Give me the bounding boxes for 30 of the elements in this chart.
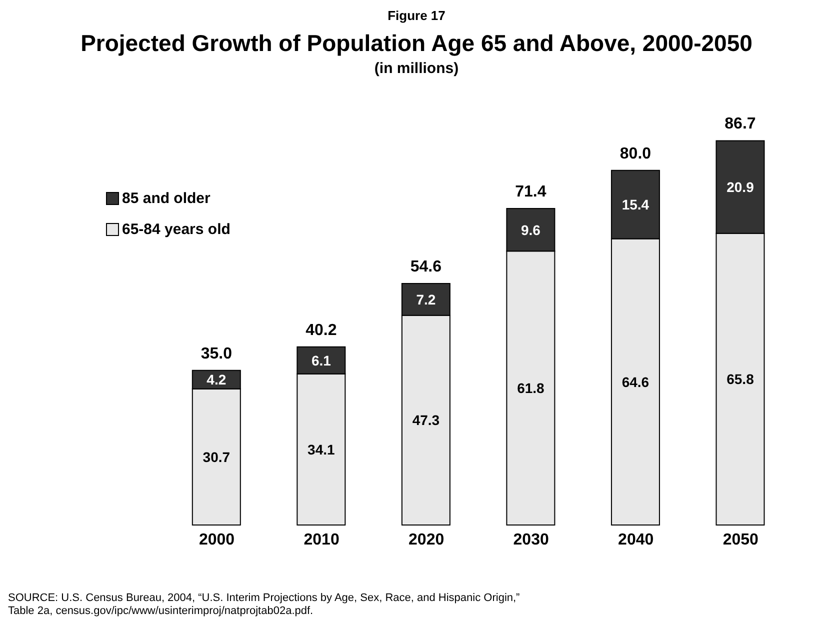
x-tick-label: 2000 (198, 531, 235, 548)
data-label: 30.7 (202, 448, 230, 465)
x-tick-label: 2020 (408, 531, 444, 548)
data-label: 15.4 (622, 196, 650, 213)
total-label: 71.4 (515, 184, 546, 201)
chart-subtitle: Figure 17 (386, 8, 446, 23)
data-label: 4.2 (206, 372, 226, 388)
data-label: 34.1 (308, 441, 336, 458)
source-note: SOURCE: U.S. Census Bureau, 2004, “U.S. Interim Projections by Age, Sex, Race, and Hispanic Origin,” Table 2a, census.gov/ipc/www/usinterimproj/natprojtab02a.pdf. (8, 592, 521, 618)
x-tick-label: 2040 (618, 531, 654, 548)
chart-title: Projected Growth of Population Age 65 and Above, 2000-2050 (80, 30, 754, 57)
total-label: 80.0 (620, 145, 652, 162)
data-label: 47.3 (412, 412, 440, 428)
total-label: 54.6 (410, 258, 442, 276)
data-label: 61.8 (517, 380, 545, 396)
data-label: 9.6 (520, 222, 541, 238)
data-label: 65.8 (726, 371, 754, 388)
x-tick-label: 2010 (304, 531, 340, 548)
data-label: 64.6 (622, 374, 650, 390)
x-tick-label: 2050 (722, 531, 759, 548)
y-axis-title: (in millions) (373, 60, 460, 77)
total-label: 40.2 (306, 322, 337, 339)
total-label: 86.7 (724, 116, 756, 133)
data-label: 20.9 (726, 179, 754, 196)
legend-label: 65-84 years old (122, 221, 230, 238)
data-label: 7.2 (416, 291, 436, 308)
x-tick-label: 2030 (513, 531, 549, 548)
total-label: 35.0 (200, 345, 232, 362)
data-label: 6.1 (311, 352, 332, 368)
legend-label: 85 and older (122, 190, 210, 207)
